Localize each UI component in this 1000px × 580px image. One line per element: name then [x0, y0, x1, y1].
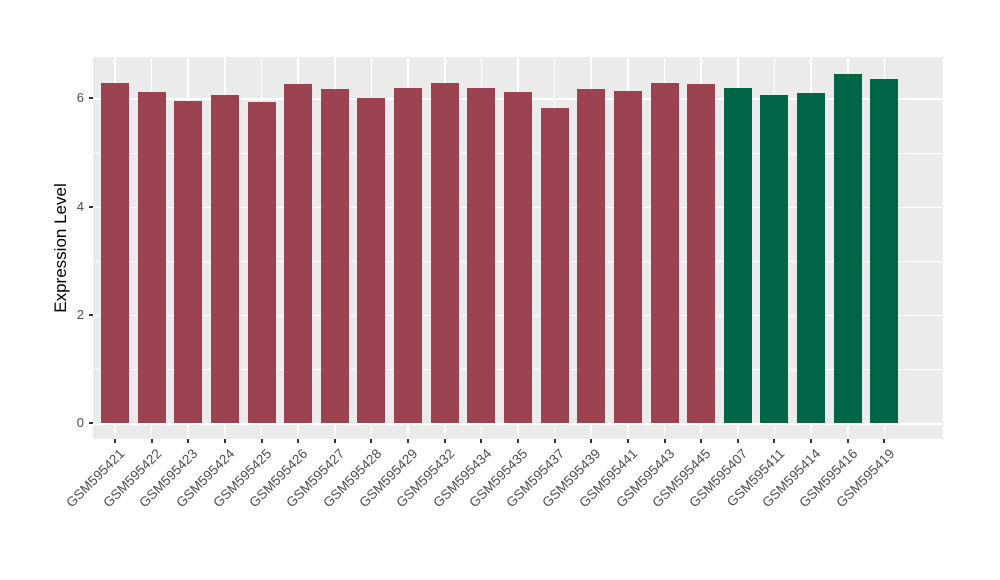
bar-GSM595416: [833, 74, 862, 423]
x-tick-mark: [370, 439, 373, 443]
plot-panel: [93, 57, 943, 439]
bar-GSM595441: [613, 91, 642, 423]
x-tick-mark: [590, 439, 593, 443]
bar-GSM595424: [210, 95, 239, 423]
bar-GSM595407: [723, 87, 752, 423]
bar-GSM595423: [174, 100, 203, 423]
y-tick-label: 6: [76, 90, 84, 106]
bar-GSM595419: [870, 79, 899, 423]
bar-GSM595445: [687, 84, 716, 423]
x-tick-mark: [663, 439, 666, 443]
x-tick-mark: [443, 439, 446, 443]
x-tick-mark: [736, 439, 739, 443]
bar-GSM595434: [467, 87, 496, 423]
x-tick-mark: [113, 439, 116, 443]
x-tick-mark: [187, 439, 190, 443]
x-tick-mark: [150, 439, 153, 443]
bar-GSM595443: [650, 83, 679, 423]
y-tick-mark: [89, 422, 93, 424]
x-tick-mark: [553, 439, 556, 443]
x-tick-mark: [297, 439, 300, 443]
x-tick-mark: [700, 439, 703, 443]
x-tick-mark: [260, 439, 263, 443]
x-tick-mark: [407, 439, 410, 443]
y-tick-label: 4: [76, 198, 84, 214]
bar-GSM595435: [504, 91, 532, 423]
x-tick-mark: [810, 439, 813, 443]
bar-GSM595426: [284, 84, 313, 423]
x-tick-mark: [333, 439, 336, 443]
bar-GSM595437: [540, 108, 569, 423]
bar-GSM595428: [357, 98, 386, 423]
y-tick-mark: [89, 205, 93, 208]
bar-GSM595411: [760, 94, 789, 423]
x-tick-mark: [773, 439, 776, 443]
x-tick-mark: [223, 439, 226, 443]
bar-GSM595422: [137, 91, 166, 423]
bar-GSM595427: [320, 89, 349, 423]
y-tick-mark: [89, 313, 93, 316]
x-tick-mark: [517, 439, 519, 443]
x-tick-mark: [883, 439, 886, 443]
x-tick-mark: [626, 439, 629, 443]
bar-GSM595425: [247, 102, 276, 423]
y-tick-label: 0: [76, 415, 84, 430]
y-tick-label: 2: [76, 306, 84, 322]
bar-GSM595421: [100, 83, 129, 423]
bar-GSM595432: [430, 82, 459, 423]
y-tick-mark: [89, 97, 93, 100]
x-tick-mark: [846, 439, 849, 443]
bar-GSM595414: [797, 92, 826, 423]
bar-GSM595429: [394, 87, 423, 423]
bar-GSM595439: [577, 89, 606, 423]
x-tick-mark: [480, 439, 483, 443]
